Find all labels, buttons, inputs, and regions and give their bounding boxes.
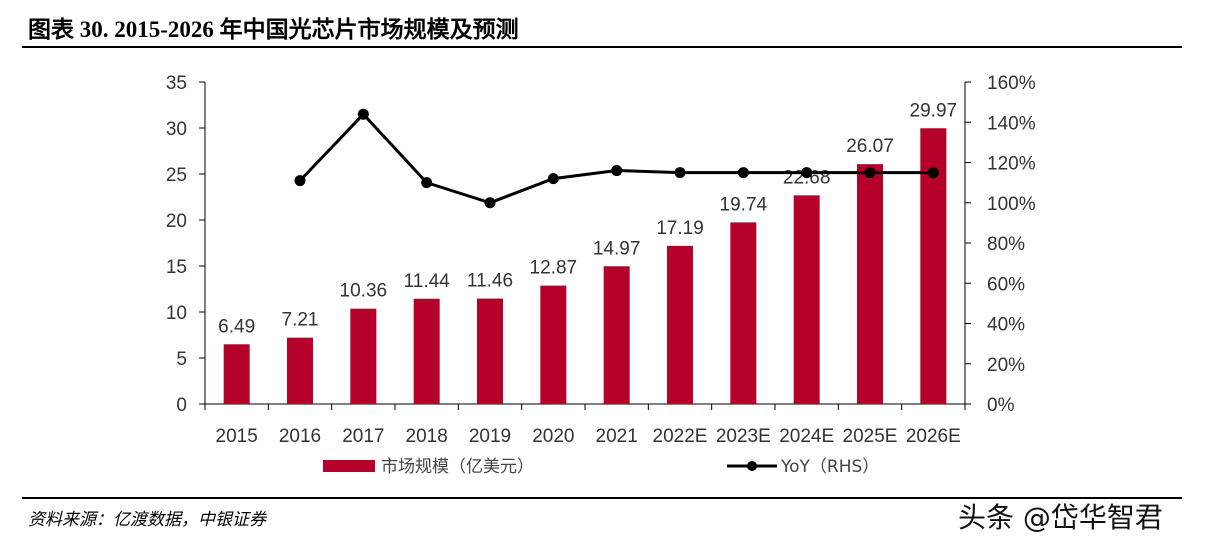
bar [350,308,377,404]
bar-data-label: 6.49 [218,316,255,337]
right-tick-label: 20% [987,355,1025,376]
bar [287,337,313,404]
legend-bar-swatch [323,460,375,472]
bar [477,298,503,404]
bar-data-label: 14.97 [593,238,641,259]
footer-divider [22,497,1182,499]
x-tick-label: 2023E [716,426,771,447]
x-tick-label: 2020 [532,426,574,447]
right-tick-label: 40% [987,315,1025,336]
x-tick-label: 2015 [216,426,258,447]
left-tick-label: 25 [166,165,187,186]
left-tick-label: 15 [166,257,187,278]
x-tick-label: 2026E [906,426,961,447]
chart-title: 图表 30. 2015-2026 年中国光芯片市场规模及预测 [28,17,519,42]
watermark: 头条 @岱华智君 [958,501,1163,534]
yoy-point [927,167,939,179]
bar [667,245,693,404]
x-tick-label: 2019 [469,426,511,447]
bar [413,298,440,404]
bar-data-label: 17.19 [656,218,704,239]
left-tick-label: 5 [176,349,187,370]
bar [857,164,883,404]
title-divider [22,46,1182,48]
left-tick-label: 20 [166,211,187,232]
yoy-point [611,165,623,177]
bar-data-label: 26.07 [846,136,894,157]
yoy-point [547,173,559,185]
left-tick-label: 30 [166,119,187,140]
left-tick-label: 0 [176,395,187,416]
x-tick-label: 2025E [843,426,898,447]
chart: 0 5 10 15 20 25 30 35 0% 20% 40% 60% 80% 100% 120% 140%… [166,73,1036,477]
right-tick-label: 100% [987,194,1036,215]
x-tick-label: 2018 [406,426,448,447]
right-tick-label: 140% [987,113,1036,134]
right-tick-label: 120% [987,154,1036,175]
x-tick-label: 2022E [653,426,708,447]
yoy-point [421,177,433,189]
right-tick-label: 0% [987,395,1015,416]
left-tick-label: 35 [166,73,187,94]
bar-data-label: 12.87 [530,258,578,279]
bar-data-label: 11.46 [467,271,513,292]
yoy-point [674,167,686,179]
source-note: 资料来源：亿渡数据，中银证券 [28,510,266,530]
right-tick-label: 80% [987,234,1025,255]
yoy-point [801,167,813,179]
x-tick-label: 2017 [342,426,384,447]
yoy-point [357,108,369,120]
right-tick-label: 60% [987,274,1025,295]
legend-line-marker [747,461,757,471]
bar [540,285,567,404]
yoy-line [298,112,934,205]
bar [603,266,630,404]
bar-data-label: 29.97 [910,100,958,121]
x-tick-label: 2016 [279,426,321,447]
left-tick-label: 10 [166,303,187,324]
yoy-point [864,167,876,179]
yoy-point [294,175,306,187]
x-tick-label: 2021 [596,426,638,447]
yoy-point [737,167,749,179]
x-tick-label: 2024E [779,426,834,447]
bar-data-label: 11.44 [404,271,451,292]
right-tick-label: 160% [987,73,1036,94]
legend-line-label: YoY（RHS） [780,457,879,477]
bar-data-label: 10.36 [340,281,388,302]
legend-bar-label: 市场规模（亿美元） [381,457,534,477]
bar-data-label: 19.74 [720,194,768,215]
yoy-point [484,197,496,209]
bar-data-label: 7.21 [282,310,319,331]
bar [793,195,820,404]
bar [223,344,250,404]
bar [730,222,757,404]
